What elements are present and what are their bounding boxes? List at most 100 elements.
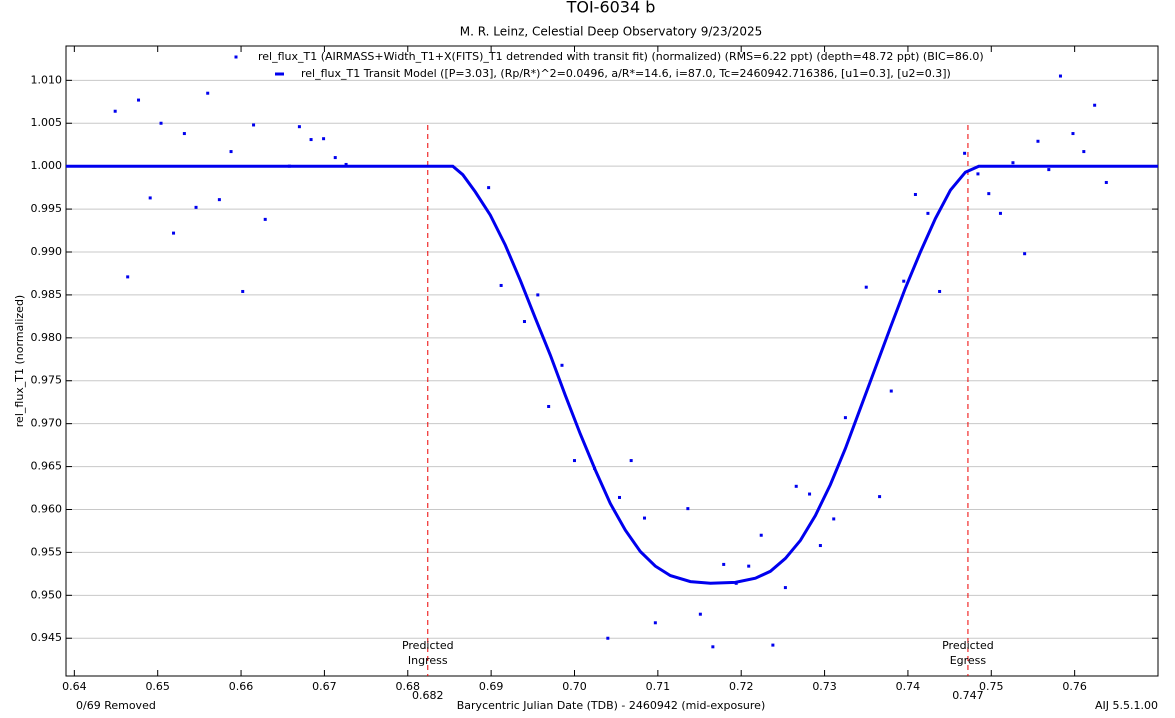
data-point (126, 275, 130, 279)
y-tick-label: 0.960 (31, 502, 63, 515)
data-point (1071, 132, 1075, 136)
chart-subtitle: M. R. Leinz, Celestial Deep Observatory … (460, 25, 762, 39)
data-point (1047, 168, 1051, 172)
data-point (137, 98, 141, 102)
y-tick-label: 0.965 (31, 460, 63, 473)
data-point (864, 285, 868, 289)
data-point (686, 507, 690, 511)
y-tick-label: 0.970 (31, 417, 63, 430)
data-point (808, 492, 812, 496)
data-point (783, 586, 787, 590)
marker-value: 0.682 (412, 689, 444, 702)
data-point (344, 162, 348, 166)
y-tick-label: 0.980 (31, 331, 63, 344)
model-line (66, 164, 1158, 585)
data-point (938, 289, 942, 293)
data-point (889, 389, 893, 393)
data-point (643, 516, 647, 520)
legend-label: rel_flux_T1 (AIRMASS+Width_T1+X(FITS)_T1… (258, 50, 984, 63)
data-point (182, 132, 186, 136)
x-tick-label: 0.64 (62, 680, 87, 693)
y-tick-label: 1.000 (31, 159, 63, 172)
data-point (963, 151, 967, 155)
marker-label: Predicted (942, 639, 994, 652)
y-axis-label: rel_flux_T1 (normalized) (13, 295, 26, 427)
plot-frame (65, 45, 1159, 677)
data-point (711, 645, 715, 649)
data-point (843, 416, 847, 420)
x-tick-label: 0.72 (729, 680, 754, 693)
data-point (878, 495, 882, 499)
data-point (536, 293, 540, 297)
x-tick-label: 0.68 (396, 680, 421, 693)
data-point (794, 484, 798, 488)
y-tick-label: 1.005 (31, 116, 63, 129)
x-tick-label: 0.71 (646, 680, 671, 693)
legend-swatch (275, 72, 284, 76)
data-point (1011, 161, 1015, 165)
x-tick-label: 0.74 (896, 680, 921, 693)
data-point (229, 150, 233, 154)
marker-label: Egress (950, 654, 987, 667)
data-point (297, 125, 301, 129)
y-tick-label: 0.975 (31, 374, 63, 387)
x-tick-label: 0.73 (812, 680, 837, 693)
data-point (113, 109, 117, 113)
x-tick-label: 0.70 (562, 680, 587, 693)
data-point (618, 495, 622, 499)
data-point (159, 121, 163, 125)
data-point (747, 564, 751, 568)
data-point (902, 279, 906, 283)
y-tick-label: 0.955 (31, 545, 63, 558)
marker-label: Predicted (402, 639, 454, 652)
data-point (818, 544, 822, 548)
data-point (832, 517, 836, 521)
data-point (252, 123, 256, 127)
data-point (560, 363, 564, 367)
data-point (698, 612, 702, 616)
x-tick-label: 0.66 (229, 680, 254, 693)
data-point (194, 205, 198, 209)
data-point (913, 192, 917, 196)
marker-label: Ingress (408, 654, 448, 667)
data-point (1104, 180, 1108, 184)
marker-value: 0.747 (952, 689, 984, 702)
data-point (1036, 139, 1040, 143)
data-point (206, 91, 210, 95)
version-note: AIJ 5.5.1.00 (1095, 699, 1158, 712)
data-point (572, 459, 576, 463)
data-point (1082, 150, 1086, 154)
x-tick-label: 0.69 (479, 680, 504, 693)
x-tick-label: 0.76 (1062, 680, 1087, 693)
y-tick-label: 0.950 (31, 588, 63, 601)
data-point (217, 198, 221, 202)
data-point (148, 196, 152, 200)
data-point (926, 211, 930, 215)
data-point (309, 138, 313, 142)
data-point (653, 621, 657, 625)
data-point (1093, 103, 1097, 107)
data-point (333, 156, 337, 160)
data-point (998, 211, 1002, 215)
data-point (759, 533, 763, 537)
data-point (322, 137, 326, 141)
y-tick-label: 0.985 (31, 288, 63, 301)
data-point (547, 404, 551, 408)
y-tick-label: 0.995 (31, 202, 63, 215)
chart-title: TOI-6034 b (566, 0, 656, 17)
data-point (487, 186, 491, 190)
data-point (606, 636, 610, 640)
data-point (1058, 74, 1062, 78)
data-point (976, 172, 980, 176)
data-point (629, 459, 633, 463)
data-point (499, 283, 503, 287)
data-point (241, 289, 245, 293)
data-point (263, 217, 267, 221)
y-tick-label: 1.010 (31, 73, 63, 86)
data-point (722, 562, 726, 566)
x-tick-label: 0.75 (979, 680, 1004, 693)
legend-swatch (234, 55, 238, 59)
x-axis-label: Barycentric Julian Date (TDB) - 2460942 … (457, 699, 766, 712)
